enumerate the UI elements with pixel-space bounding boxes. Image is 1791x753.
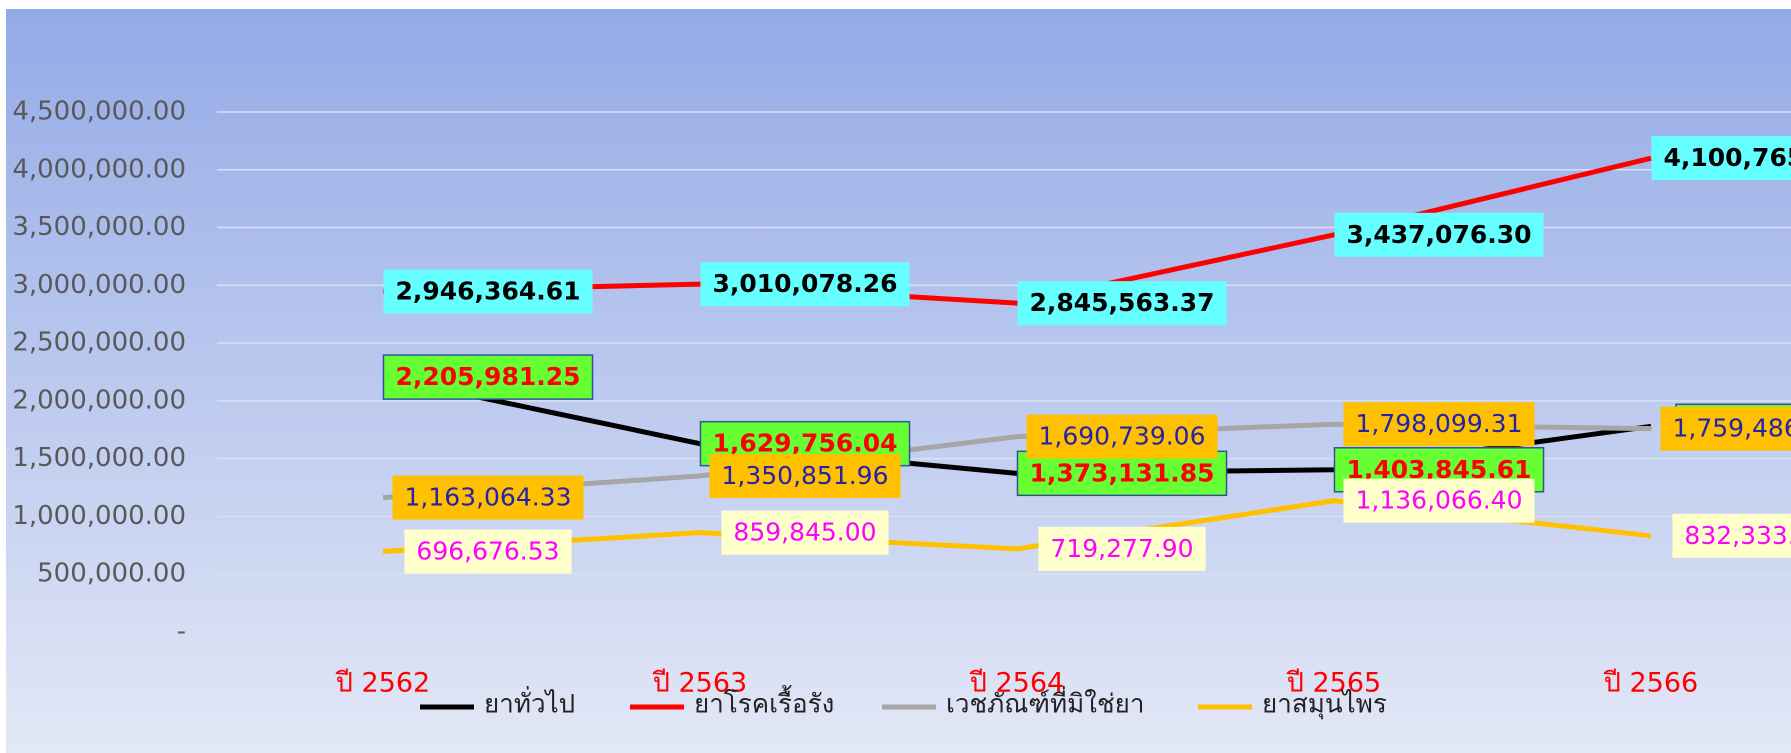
chart-area [6,9,1791,753]
value-label: 859,845.00 [733,518,876,547]
y-tick-label: 500,000.00 [37,559,186,589]
value-label-box [709,453,901,498]
value-label-box [721,510,889,555]
value-label-box [1343,478,1535,523]
value-label: 1,759,486.38 [1673,414,1791,443]
y-tick-label: 4,500,000.00 [12,97,186,127]
y-tick-label: 2,500,000.00 [12,328,186,358]
y-tick-label: - [177,617,186,647]
value-label-box [1017,281,1227,326]
value-label-box [1660,406,1791,451]
value-label-box [392,475,584,520]
value-label: 2,845,563.37 [1029,288,1214,317]
y-tick-label: 3,000,000.00 [12,270,186,300]
value-label: 3,010,078.26 [712,269,897,298]
legend-label: ยาสมุนไพร [1262,689,1387,720]
value-label: 1,629,756.04 [712,429,897,458]
value-label: 2,946,364.61 [395,277,580,306]
value-label-box [1672,513,1791,558]
legend-label: เวชภัณฑ์ที่มิใช่ยา [946,686,1144,720]
x-tick-label: ปี 2565 [1286,668,1381,699]
value-label-box [1343,402,1535,447]
value-label: 1,690,739.06 [1039,422,1206,451]
value-label-box [1026,414,1218,459]
value-label-box [1334,212,1544,257]
value-label: 1,373,131.85 [1029,458,1214,487]
value-label: 2,205,981.25 [395,362,580,391]
value-label: 1,136,066.40 [1356,486,1523,515]
legend-label: ยาทั่วไป [484,686,575,720]
value-label: 1,350,851.96 [722,461,889,490]
value-label-box [700,262,910,307]
x-tick-label: ปี 2564 [969,668,1064,699]
value-label: 832,333.40 [1684,521,1791,550]
y-tick-label: 2,000,000.00 [12,385,186,415]
value-label-box [1038,526,1206,571]
value-label: 3,437,076.30 [1346,220,1531,249]
value-label: 719,277.90 [1050,534,1193,563]
value-label: 1,163,064.33 [405,483,572,512]
value-label-box [382,354,594,400]
y-tick-label: 3,500,000.00 [12,212,186,242]
x-tick-label: ปี 2566 [1603,668,1698,699]
value-label-box [383,269,593,314]
value-label-box [1651,136,1791,181]
value-label: 4,100,765.62 [1663,143,1791,172]
y-tick-label: 1,000,000.00 [12,501,186,531]
y-tick-label: 4,000,000.00 [12,154,186,184]
value-label-box [404,529,572,574]
x-tick-label: ปี 2562 [335,668,430,699]
series-line [382,155,1652,306]
legend-label: ยาโรคเรื้อรัง [694,685,834,720]
y-tick-label: 1,500,000.00 [12,443,186,473]
value-label: 696,676.53 [416,536,559,565]
value-label-box [1016,450,1228,497]
value-label: 1,798,099.31 [1356,409,1523,438]
x-tick-label: ปี 2563 [652,668,747,699]
